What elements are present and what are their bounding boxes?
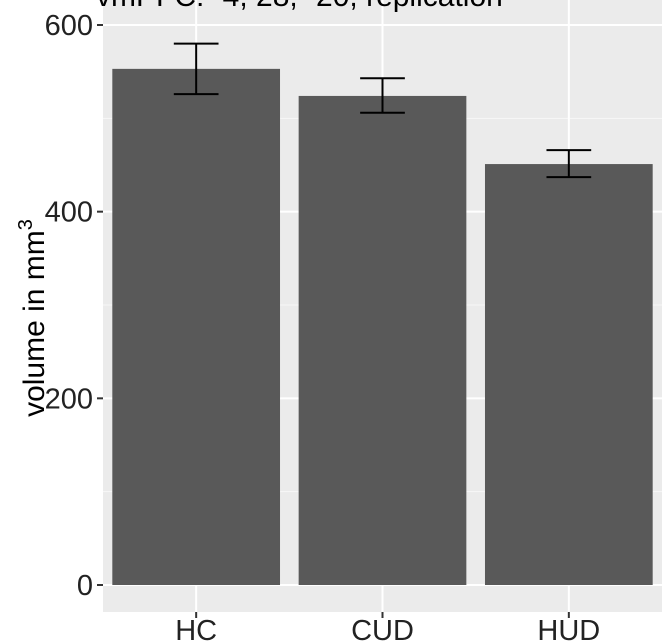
- x-tick-label: CUD: [351, 615, 414, 643]
- x-tick-label: HC: [175, 615, 217, 643]
- bar-cud: [299, 96, 467, 585]
- chart-title: vmPFC: -4, 28, -20, replication: [96, 0, 503, 13]
- y-axis-label: volume in mm3: [15, 219, 51, 417]
- y-tick-label: 600: [45, 10, 93, 42]
- y-axis: 0 200 400 600: [45, 10, 103, 602]
- x-tick-label: HUD: [537, 615, 600, 643]
- y-axis-label-text: volume in mm: [18, 230, 51, 417]
- bar-hc: [112, 69, 280, 585]
- bar-hud: [485, 164, 653, 585]
- y-tick-label: 400: [45, 197, 93, 229]
- y-axis-label-superscript: 3: [15, 219, 37, 230]
- x-axis: HC CUD HUD: [175, 612, 600, 643]
- y-tick-label: 200: [45, 383, 93, 415]
- y-tick-label: 0: [77, 570, 93, 602]
